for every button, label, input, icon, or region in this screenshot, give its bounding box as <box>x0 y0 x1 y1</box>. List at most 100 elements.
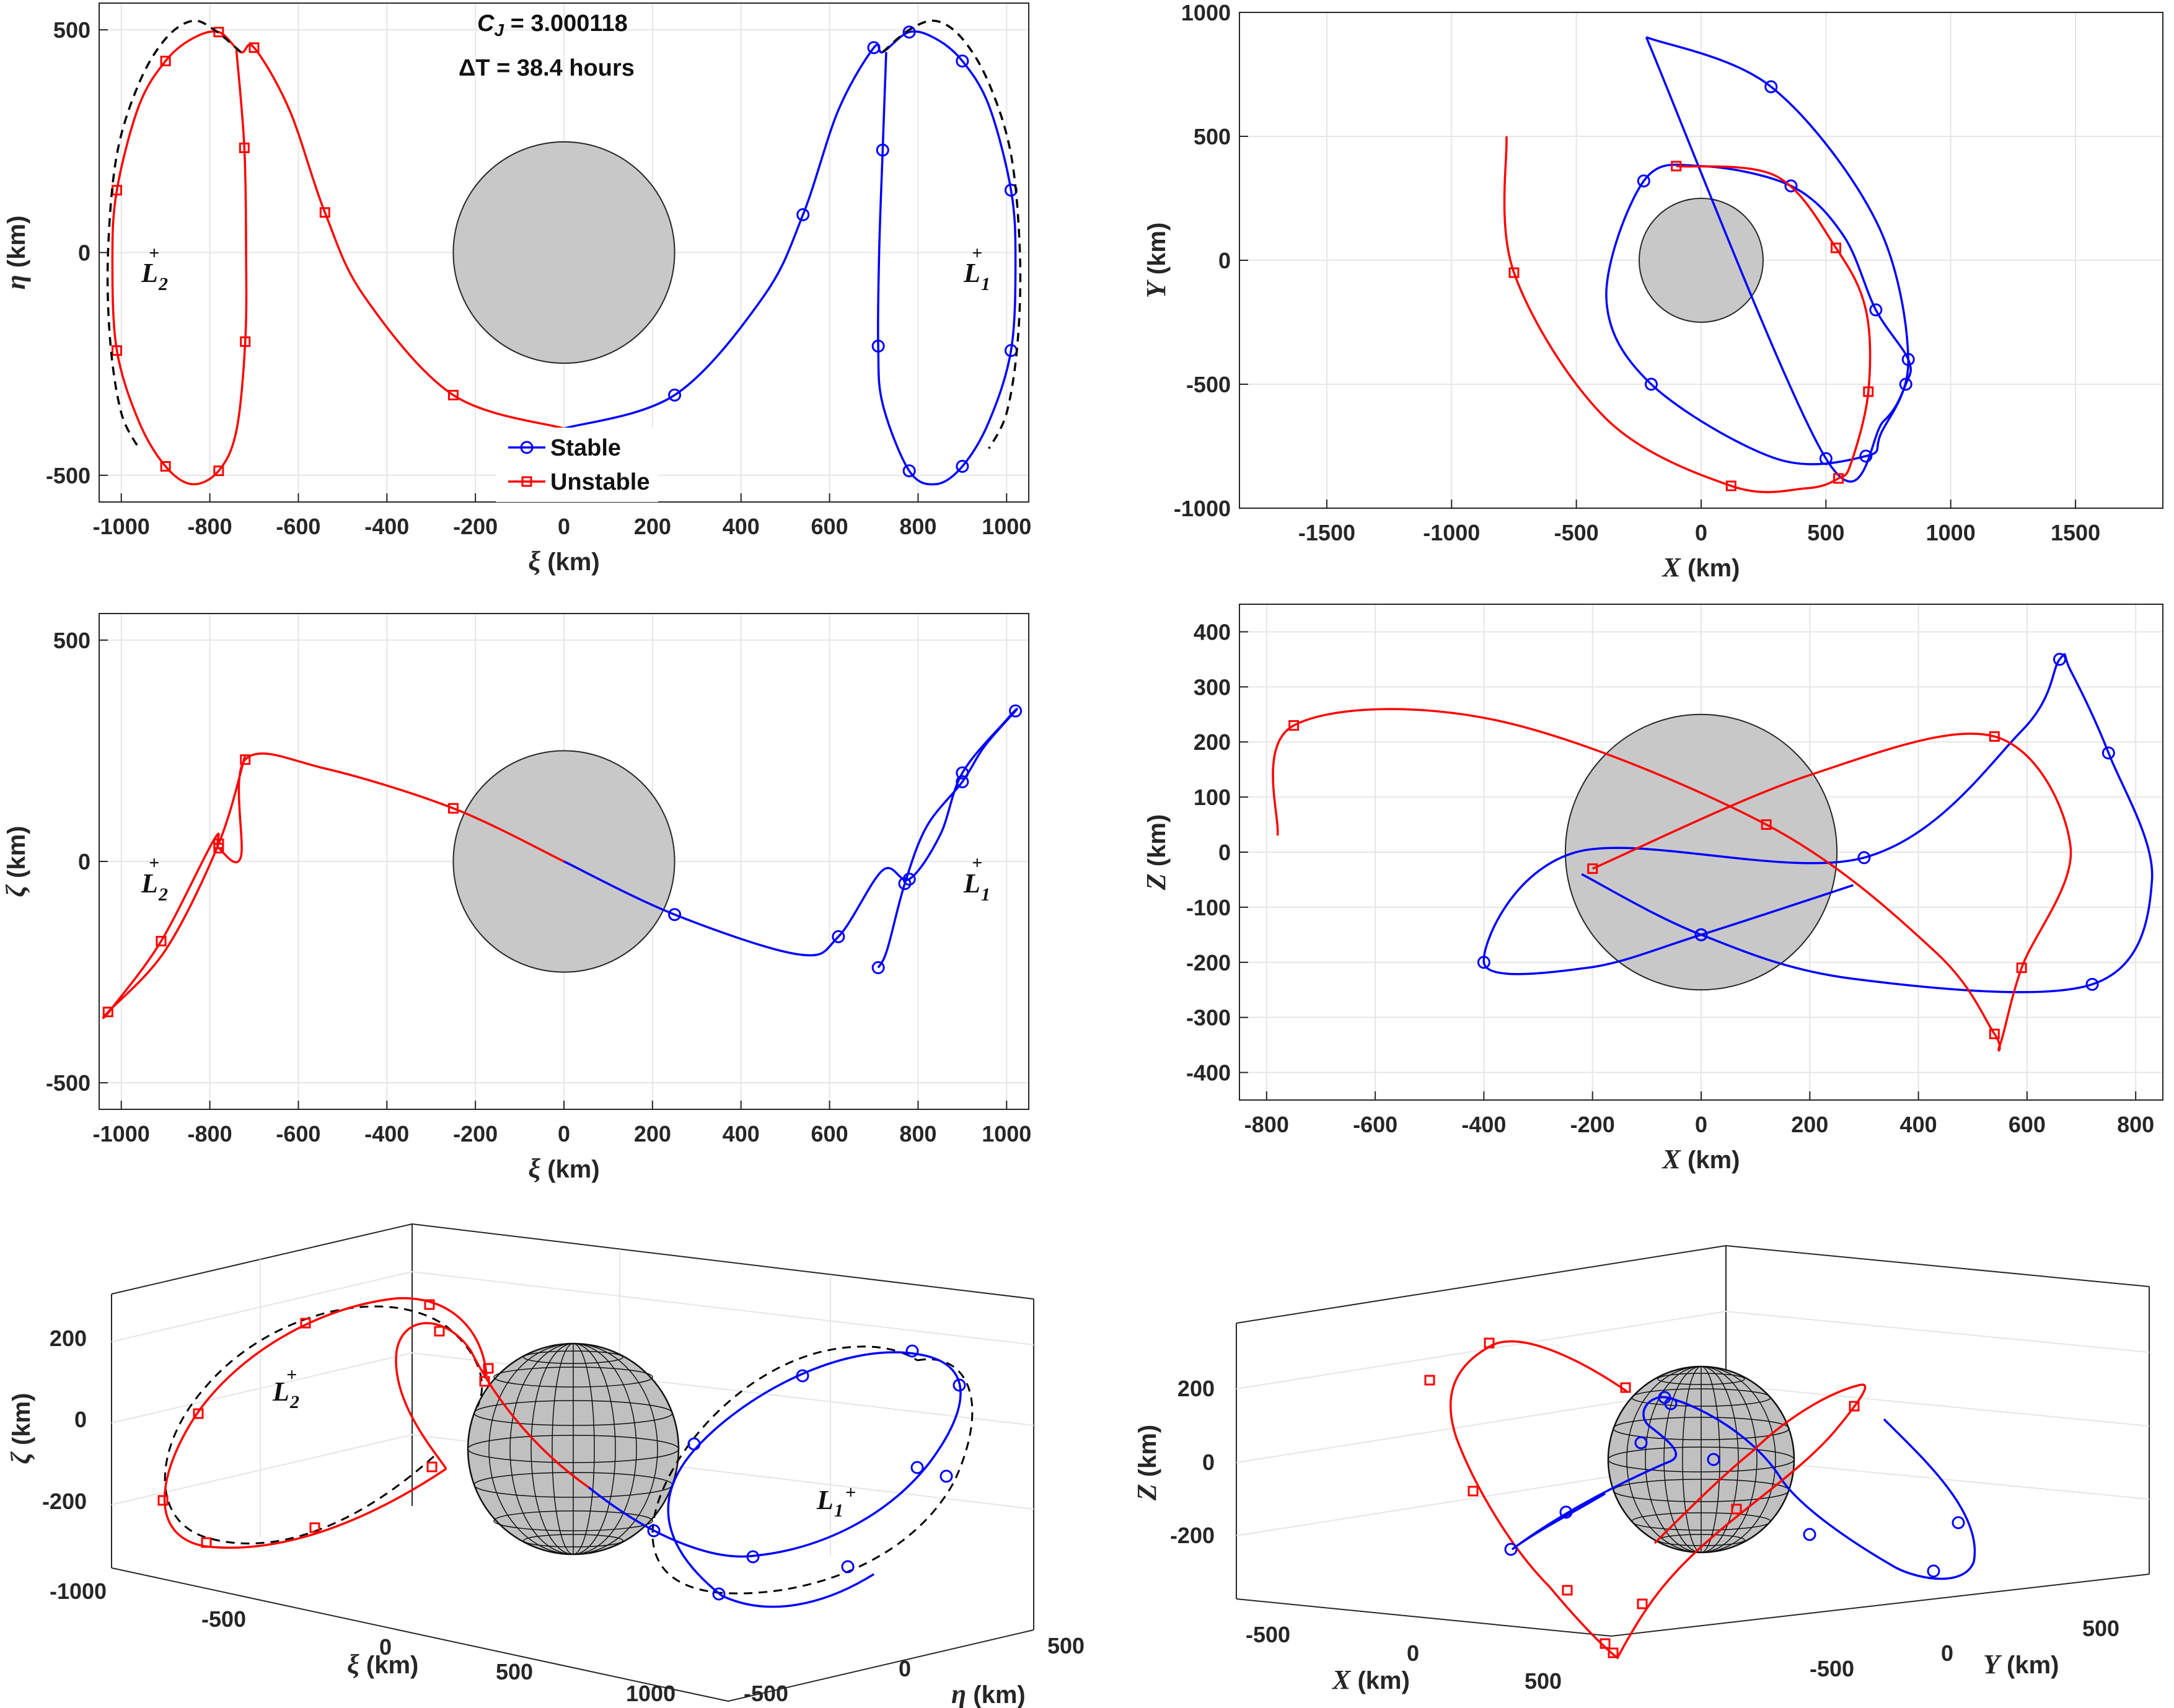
x-tick-label: 200 <box>1791 1112 1828 1137</box>
data-point <box>668 389 682 402</box>
x-tick-label: 200 <box>634 1121 671 1147</box>
panel1-l2-sub: 2 <box>158 274 168 294</box>
panel5-x-axis-label: ξ (km) <box>347 1649 418 1679</box>
series-periodic-orbit <box>882 19 1022 449</box>
x-tick-label: -800 <box>1244 1112 1289 1137</box>
data-point <box>240 336 251 347</box>
data-point <box>213 465 224 477</box>
x-tick-label: 0 <box>1695 520 1707 545</box>
z-tick: 200 <box>1177 1376 1215 1401</box>
legend-stable-label: Stable <box>550 435 621 461</box>
z-tick: 200 <box>50 1326 87 1351</box>
data-point <box>1899 377 1912 391</box>
panel5-moon-sphere <box>467 1342 680 1556</box>
data-point <box>1288 720 1300 731</box>
data-point <box>319 207 330 218</box>
y-tick-label: -1000 <box>1174 496 1231 521</box>
l2-plus: + <box>286 1365 297 1385</box>
data-point <box>1901 353 1915 366</box>
x-tick: -1000 <box>50 1578 107 1604</box>
data-point <box>1784 179 1798 193</box>
data-point <box>1671 161 1682 172</box>
y-tick: 500 <box>1047 1633 1085 1658</box>
y-tick-label: 0 <box>1218 840 1231 865</box>
series-unstable <box>1503 136 1872 493</box>
data-point <box>1830 242 1841 253</box>
y-tick-label: -300 <box>1186 1005 1231 1031</box>
data-point <box>1989 1028 2000 1039</box>
data-point <box>1764 80 1778 94</box>
x-tick-label: 400 <box>723 514 760 539</box>
legend-box <box>496 428 658 502</box>
y-tick-label: 0 <box>1218 248 1231 273</box>
y-tick-label: 100 <box>1194 785 1231 810</box>
data-point <box>832 930 845 943</box>
x-tick-label: 1000 <box>982 514 1031 539</box>
y-tick-label: 300 <box>1194 674 1231 700</box>
x-tick-label: -1000 <box>93 1121 150 1147</box>
x-tick-label: 200 <box>634 514 671 539</box>
data-point <box>1725 480 1736 491</box>
panel3-l2-sub: 2 <box>158 884 168 905</box>
panel6-unstable-manifold <box>1449 1340 1867 1660</box>
x-tick-label: 0 <box>1695 1112 1707 1137</box>
panel5-y-ticks: -500 0 500 <box>744 1633 1085 1706</box>
x-tick-label: 400 <box>723 1121 760 1147</box>
panel6-unstable-markers <box>1424 1337 1860 1658</box>
x-tick-label: 0 <box>558 1121 570 1147</box>
panel6-box-bottom-front <box>1236 1574 2150 1637</box>
panel6-z-ticks: 200 0 -200 <box>1170 1376 1215 1548</box>
series-stable <box>1482 653 2154 993</box>
panel6-moon-sphere <box>1607 1365 1795 1554</box>
y-tick-label: 0 <box>78 240 90 266</box>
data-point <box>447 803 459 814</box>
y-tick-label: 500 <box>53 628 90 653</box>
panel6-stable-markers <box>1504 1391 1965 1578</box>
data-point <box>902 873 916 886</box>
panel5-l2-periodic-orbit <box>164 1305 483 1545</box>
panel5-l2-label: L 2 + <box>272 1365 299 1412</box>
series-periodic-orbit <box>106 19 242 449</box>
panel6-stable-manifold-tail <box>1511 1492 1606 1551</box>
y-tick-label: 0 <box>78 849 90 874</box>
y-tick-label: 500 <box>1194 124 1231 149</box>
x-tick-label: 400 <box>1900 1112 1937 1137</box>
y-tick-label: 200 <box>1194 729 1231 755</box>
data-point <box>249 42 260 53</box>
data-point <box>1859 449 1873 463</box>
panel5-z-ticks: 200 0 -200 <box>42 1326 87 1514</box>
panel6-x-ticks: -500 0 500 <box>1246 1622 1562 1694</box>
data-point <box>1761 819 1772 830</box>
moon-body <box>1564 713 1838 991</box>
panel5-l1-periodic-orbit <box>651 1345 974 1595</box>
data-point <box>898 877 912 891</box>
x-tick: 500 <box>1525 1668 1562 1694</box>
data-point <box>160 55 171 66</box>
data-point <box>867 41 881 55</box>
panel6-box-top-back <box>1236 1244 2150 1324</box>
data-point <box>1587 863 1598 874</box>
data-point <box>956 54 969 68</box>
x-tick: -500 <box>201 1606 246 1632</box>
data-point <box>1989 731 2000 742</box>
x-axis-label: ξ (km) <box>528 1153 599 1184</box>
panel1-l1: L <box>963 258 980 288</box>
y-tick-label: -100 <box>1186 895 1231 920</box>
legend-unstable-marker <box>521 476 532 487</box>
data-point <box>2053 653 2066 666</box>
panel6-y-axis-label: Y (km) <box>1983 1649 2059 1679</box>
panel5-box-top-back <box>111 1223 1034 1300</box>
x-tick-label: 1000 <box>982 1121 1031 1147</box>
y-tick: 0 <box>1941 1640 1953 1666</box>
x-tick-label: -400 <box>1461 1112 1506 1137</box>
series-stable <box>563 30 1017 486</box>
x-tick-label: 600 <box>811 514 848 539</box>
y-tick: 0 <box>899 1656 911 1681</box>
jacobi-annotation: CJ = 3.000118 ΔT = 38.4 hours <box>459 11 635 81</box>
x-tick: -500 <box>1246 1622 1290 1647</box>
moon-sphere-mesh <box>1608 1366 1795 1553</box>
x-axis-label: X (km) <box>1661 1144 1740 1174</box>
data-point <box>2016 962 2027 974</box>
legend-stable-marker <box>520 441 534 454</box>
data-point <box>1869 303 1883 317</box>
